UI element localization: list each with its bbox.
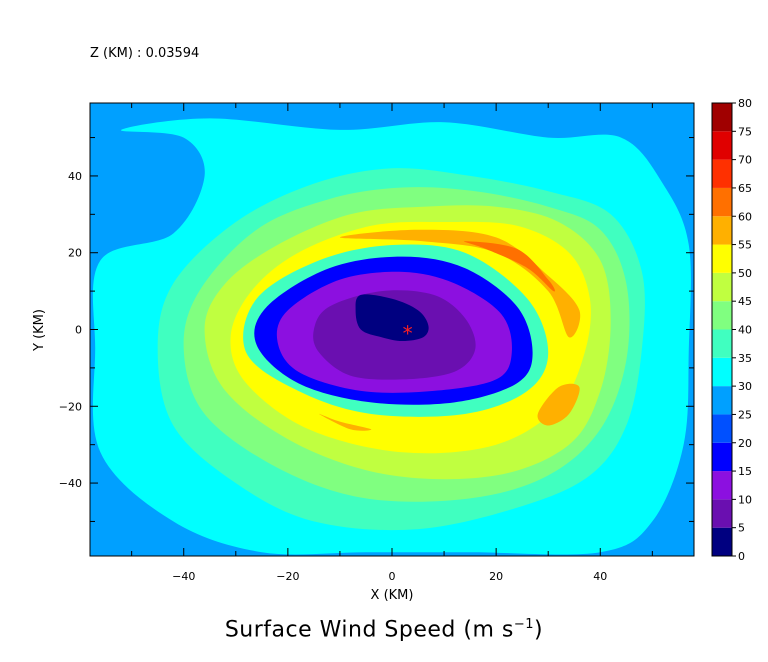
colorbar-label: 40: [738, 324, 752, 337]
x-tick-label: −40: [172, 570, 195, 583]
colorbar-swatch: [712, 103, 732, 132]
y-tick-label: −20: [59, 400, 82, 413]
x-axis-label: X (KM): [371, 588, 414, 603]
colorbar-label: 60: [738, 210, 752, 223]
colorbar-label: 55: [738, 239, 752, 252]
contour-region-7: [318, 413, 372, 431]
y-tick-label: 40: [68, 170, 82, 183]
colorbar-label: 30: [738, 380, 752, 393]
y-tick-label: 0: [75, 324, 82, 337]
colorbar-swatch: [712, 442, 732, 472]
colorbar-label: 80: [738, 97, 752, 110]
colorbar-swatch: [712, 216, 732, 245]
chart-title: Surface Wind Speed (m s−1): [0, 617, 768, 642]
colorbar-label: 10: [738, 493, 752, 506]
contour-region-13: [355, 294, 429, 341]
colorbar-label: 0: [738, 550, 745, 563]
chart-title-unit: (m s: [463, 617, 514, 643]
colorbar-label: 50: [738, 267, 752, 280]
colorbar-swatch: [712, 357, 732, 387]
chart-title-text: Surface Wind Speed: [224, 617, 456, 643]
colorbar-swatch: [712, 329, 732, 358]
colorbar-swatch: [712, 414, 732, 443]
colorbar-swatch: [712, 131, 732, 160]
colorbar-label: 5: [738, 522, 745, 535]
contour-region-6: [537, 383, 580, 426]
colorbar-swatch: [712, 527, 732, 556]
x-tick-label: 20: [489, 570, 503, 583]
colorbar-swatch: [712, 386, 732, 415]
contour-region-8: [463, 241, 555, 292]
x-tick-label: −20: [276, 570, 299, 583]
colorbar-label: 65: [738, 182, 752, 195]
x-tick-label: 0: [389, 570, 396, 583]
colorbar-label: 70: [738, 154, 752, 167]
y-tick-label: 20: [68, 247, 82, 260]
colorbar-swatch: [712, 272, 732, 302]
storm-center-marker: *: [403, 321, 413, 345]
colorbar-label: 35: [738, 352, 752, 365]
chart-title-unit-exponent: −1: [513, 617, 535, 632]
level-label: Z (KM) : 0.03594: [90, 46, 200, 61]
colorbar-swatch: [712, 301, 732, 330]
colorbar-label: 15: [738, 465, 752, 478]
y-tick-label: −40: [59, 477, 82, 490]
colorbar-swatch: [712, 244, 732, 273]
colorbar-swatch: [712, 471, 732, 500]
y-axis-label: Y (KM): [32, 309, 47, 352]
chart-title-unit-close: ): [534, 617, 544, 643]
colorbar-label: 25: [738, 408, 752, 421]
colorbar-swatch: [712, 187, 732, 217]
colorbar-label: 20: [738, 437, 752, 450]
colorbar-swatch: [712, 499, 732, 528]
colorbar-label: 45: [738, 295, 752, 308]
colorbar-swatch: [712, 159, 732, 188]
x-tick-label: 40: [593, 570, 607, 583]
colorbar-label: 75: [738, 125, 752, 138]
